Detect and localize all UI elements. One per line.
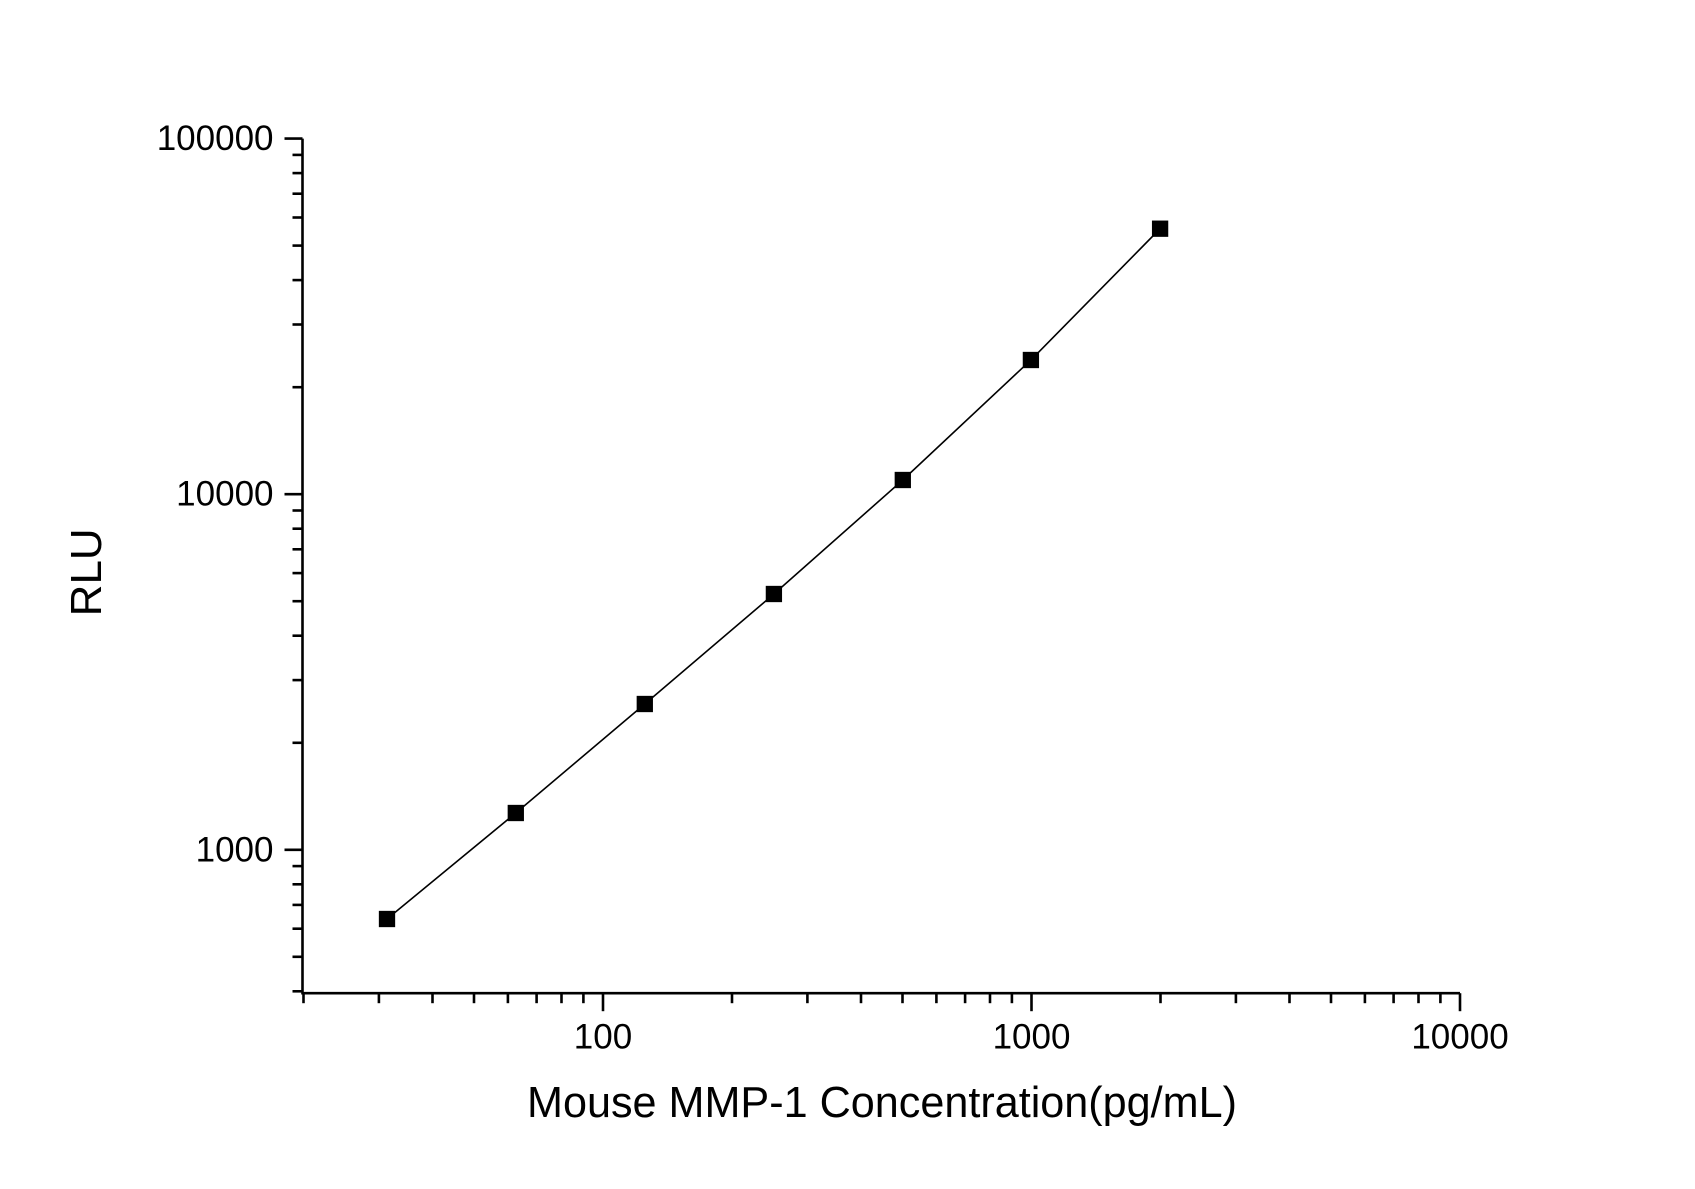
svg-text:100: 100 (574, 1018, 632, 1057)
svg-text:1000: 1000 (196, 830, 274, 869)
svg-text:100000: 100000 (157, 119, 274, 158)
svg-text:RLU: RLU (62, 528, 111, 616)
svg-text:Mouse MMP-1 Concentration(pg/m: Mouse MMP-1 Concentration(pg/mL) (527, 1078, 1237, 1127)
svg-text:10000: 10000 (1411, 1018, 1508, 1057)
svg-text:1000: 1000 (993, 1018, 1071, 1057)
svg-text:10000: 10000 (176, 475, 273, 514)
